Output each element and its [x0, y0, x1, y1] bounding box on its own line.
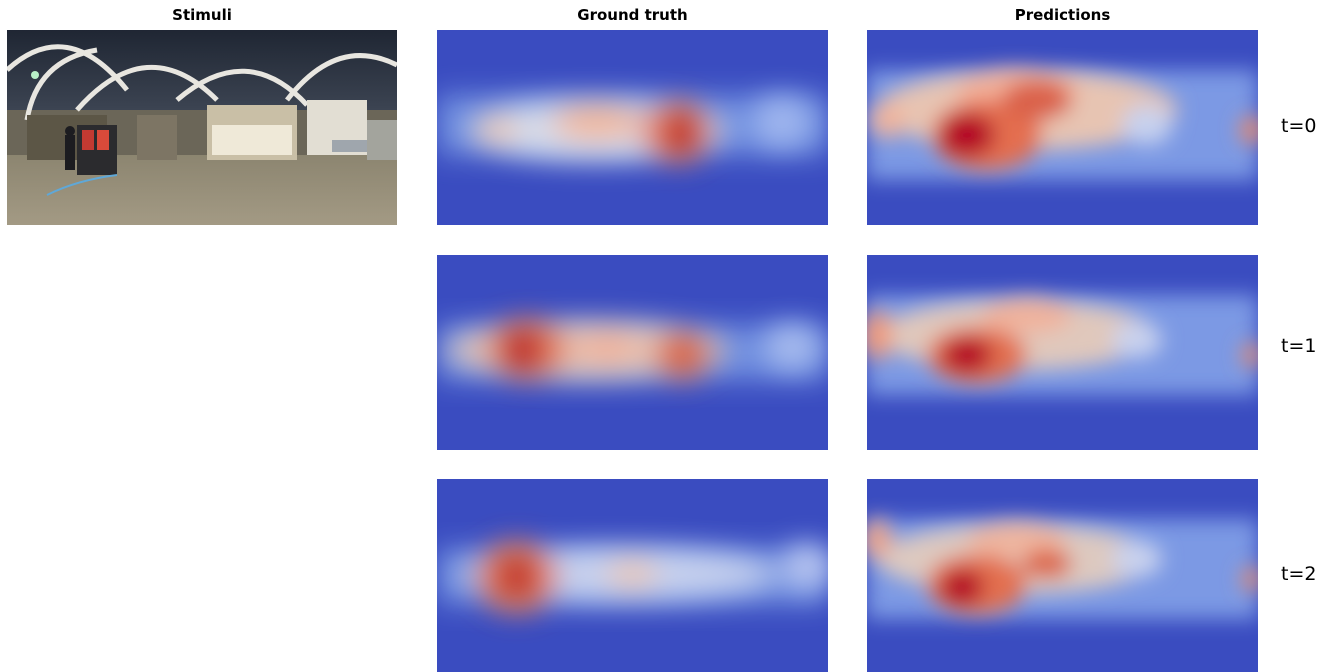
row-label-t0: t=0 [1281, 115, 1317, 137]
row-label-t1: t=1 [1281, 335, 1317, 357]
ground-truth-map-t1 [437, 255, 828, 450]
ground-truth-map-t2 [437, 479, 828, 672]
prediction-map-t0 [867, 30, 1258, 225]
row-label-t2: t=2 [1281, 563, 1317, 585]
title-predictions: Predictions [1014, 6, 1111, 24]
prediction-map-t1 [867, 255, 1258, 450]
title-ground-truth: Ground truth [577, 6, 688, 24]
prediction-map-t2 [867, 479, 1258, 672]
title-stimuli: Stimuli [172, 6, 232, 24]
stimulus-image [7, 30, 397, 225]
ground-truth-map-t0 [437, 30, 828, 225]
